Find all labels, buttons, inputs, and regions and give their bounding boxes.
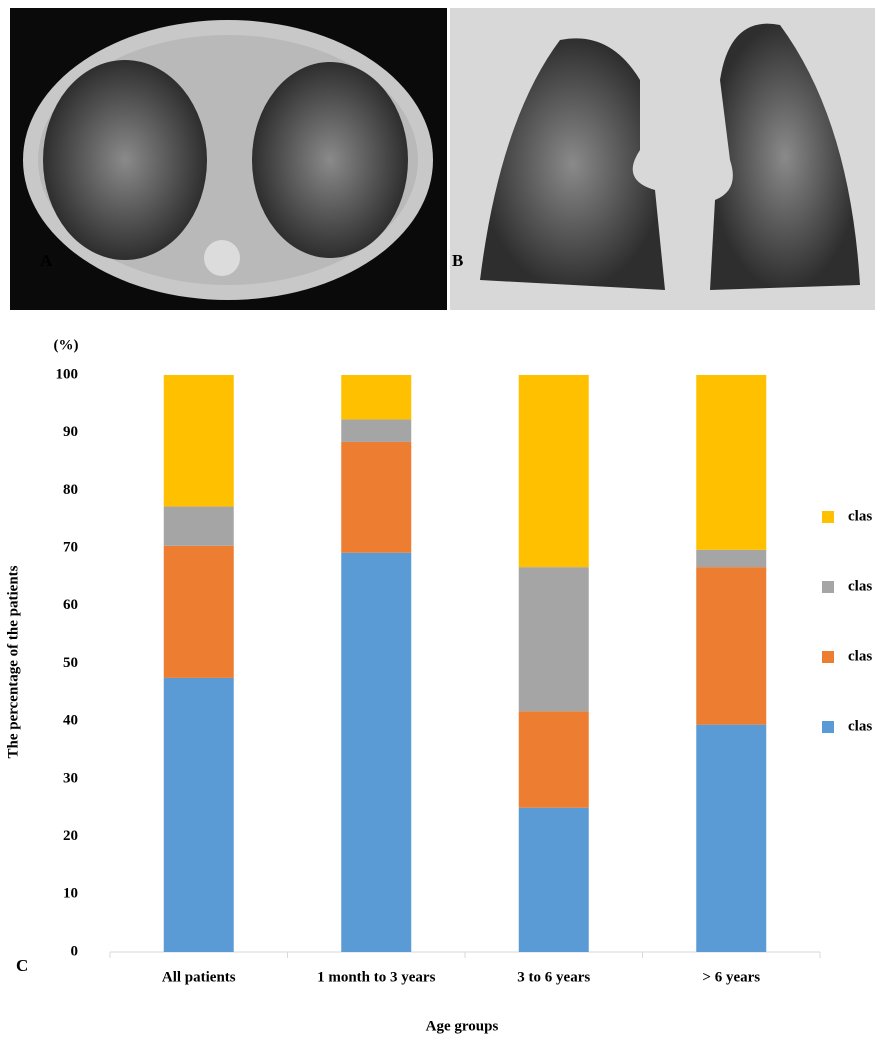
y-tick-label: 60	[63, 597, 78, 613]
x-tick-label: 3 to 6 years	[517, 969, 590, 985]
y-tick-label: 70	[63, 540, 78, 556]
page: {"panel_labels": ["A", "B", "C"], "chart…	[0, 0, 883, 1039]
ct-image-a	[10, 8, 447, 310]
bar-segment	[164, 546, 234, 678]
legend-label: clas	[848, 508, 872, 524]
x-tick-label: All patients	[162, 969, 236, 985]
y-tick-label: 40	[63, 713, 78, 729]
legend-swatch	[822, 651, 834, 663]
y-tick-label: 0	[71, 943, 79, 959]
bar-segment	[341, 442, 411, 553]
bar-segment	[519, 808, 589, 952]
y-tick-label: 90	[63, 424, 78, 440]
x-axis-label: Age groups	[426, 1018, 499, 1034]
panel-label: A	[40, 251, 53, 270]
bar-segment	[696, 725, 766, 952]
bar-segment	[519, 375, 589, 567]
ct-image-b	[450, 8, 875, 310]
panel-label: C	[16, 956, 28, 975]
panel-label: B	[452, 251, 463, 270]
y-axis-label: The percentage of the patients	[5, 565, 21, 758]
y-tick-label: 10	[63, 886, 78, 902]
bar-segment	[164, 375, 234, 507]
figure: A B C (%) The percentage of the patients…	[0, 0, 883, 1039]
legend-label: clas	[848, 718, 872, 734]
bar-segment	[519, 711, 589, 807]
bar-segment	[164, 678, 234, 952]
x-tick-label: 1 month to 3 years	[317, 969, 435, 985]
bar-segment	[341, 419, 411, 442]
y-tick-label: 100	[56, 366, 79, 382]
y-unit: (%)	[54, 337, 79, 353]
legend-label: clas	[848, 578, 872, 594]
x-tick-label: > 6 years	[702, 969, 760, 985]
bar-segment	[696, 567, 766, 725]
bar-segment	[519, 567, 589, 711]
bar-segment	[696, 375, 766, 550]
legend-label: clas	[848, 648, 872, 664]
bar-segment	[341, 375, 411, 419]
y-tick-label: 30	[63, 770, 78, 786]
y-tick-label: 80	[63, 482, 78, 498]
bar-segment	[341, 553, 411, 952]
legend-swatch	[822, 581, 834, 593]
legend-swatch	[822, 721, 834, 733]
bar-segment	[164, 507, 234, 546]
legend-swatch	[822, 511, 834, 523]
y-tick-label: 50	[63, 655, 78, 671]
y-tick-label: 20	[63, 828, 78, 844]
bar-segment	[696, 550, 766, 567]
